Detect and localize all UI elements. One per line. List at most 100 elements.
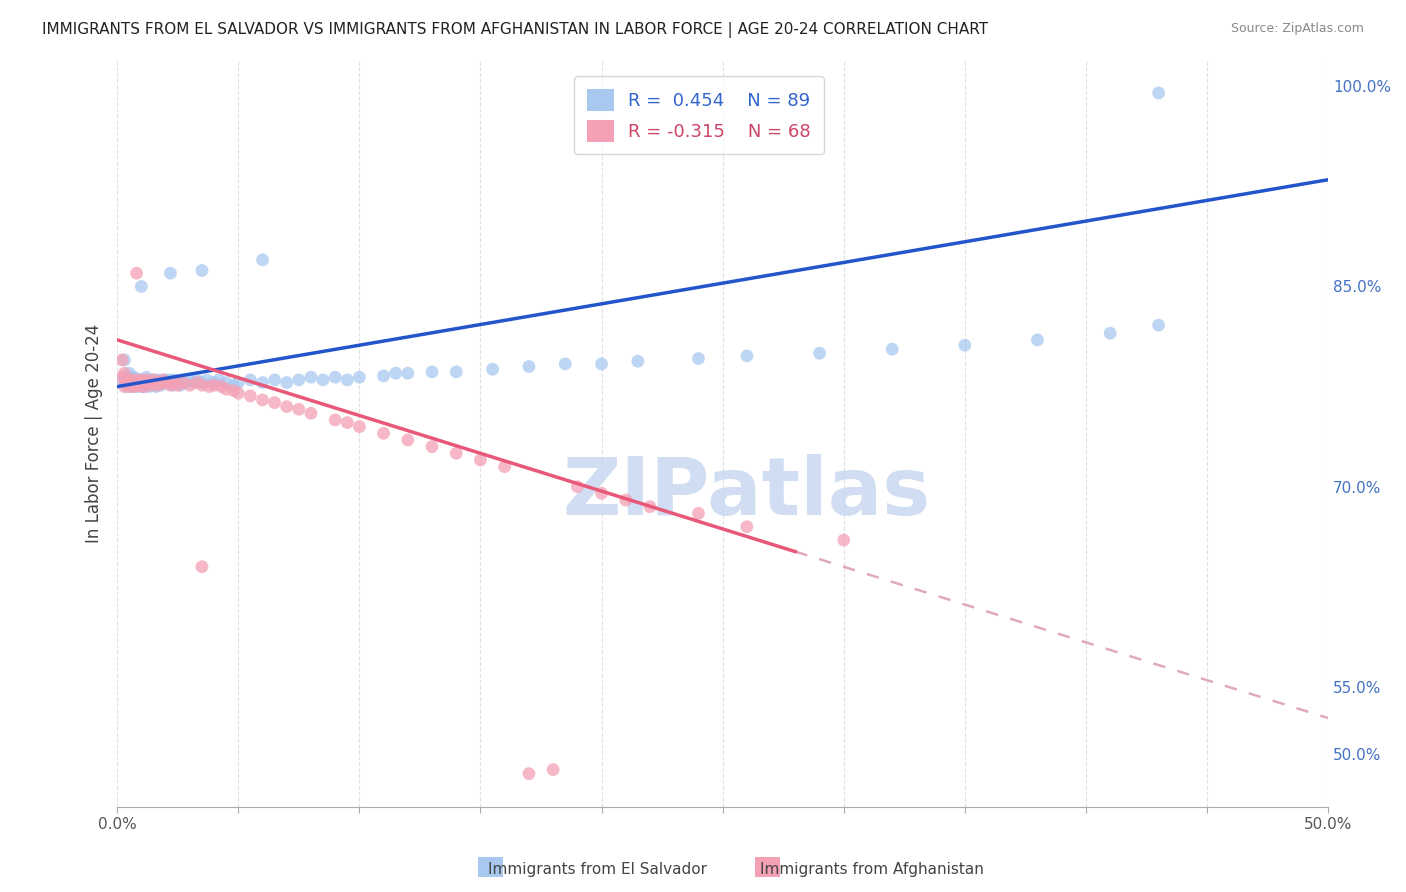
Point [627, 354, 650, 368]
Point [128, 373, 150, 387]
Point [420, 440, 443, 454]
Point [446, 446, 468, 460]
Text: IMMIGRANTS FROM EL SALVADOR VS IMMIGRANTS FROM AFGHANISTAN IN LABOR FORCE | AGE : IMMIGRANTS FROM EL SALVADOR VS IMMIGRANT… [42, 22, 988, 38]
Point [132, 376, 155, 390]
Point [614, 493, 637, 508]
Point [226, 376, 249, 390]
Point [396, 366, 419, 380]
Point [222, 384, 245, 398]
Point [252, 252, 274, 267]
Point [118, 379, 141, 393]
Point [191, 376, 214, 390]
Point [688, 351, 710, 366]
Point [591, 486, 613, 500]
Text: Source: ZipAtlas.com: Source: ZipAtlas.com [1230, 22, 1364, 36]
Point [118, 366, 141, 380]
Point [591, 357, 613, 371]
Point [145, 376, 167, 390]
Point [122, 370, 145, 384]
Point [155, 373, 177, 387]
Point [226, 386, 249, 401]
Point [373, 426, 395, 441]
Point [288, 402, 311, 417]
Point [186, 373, 208, 387]
Point [111, 352, 134, 367]
Point [494, 459, 516, 474]
Point [276, 376, 298, 390]
Point [122, 378, 145, 392]
Point [139, 378, 162, 392]
Point [145, 376, 167, 390]
Point [145, 379, 167, 393]
Point [111, 370, 134, 384]
Point [202, 376, 225, 390]
Point [384, 366, 406, 380]
Point [252, 376, 274, 390]
Point [115, 373, 138, 387]
Point [122, 379, 145, 393]
Point [138, 376, 160, 390]
Point [135, 373, 157, 387]
Point [149, 378, 172, 392]
Point [735, 519, 758, 533]
Point [179, 373, 201, 387]
Point [152, 373, 174, 387]
Point [125, 379, 148, 393]
Point [159, 378, 181, 392]
Point [132, 376, 155, 390]
Point [191, 378, 214, 392]
Point [349, 370, 371, 384]
Point [135, 370, 157, 384]
Y-axis label: In Labor Force | Age 20-24: In Labor Force | Age 20-24 [86, 324, 103, 543]
Point [420, 365, 443, 379]
Point [128, 376, 150, 390]
Point [882, 342, 904, 356]
Point [131, 376, 153, 390]
Text: ZIPatlas: ZIPatlas [562, 454, 931, 533]
Point [239, 389, 262, 403]
Point [554, 357, 576, 371]
Point [263, 373, 285, 387]
Point [125, 378, 148, 392]
Point [191, 559, 214, 574]
Point [198, 379, 221, 393]
Point [121, 376, 143, 390]
Point [111, 373, 134, 387]
Point [114, 373, 136, 387]
Point [174, 376, 197, 390]
Point [121, 373, 143, 387]
Point [567, 480, 589, 494]
Point [202, 378, 225, 392]
Point [114, 366, 136, 380]
Point [336, 416, 359, 430]
Point [115, 379, 138, 393]
Point [122, 376, 145, 390]
Point [808, 346, 831, 360]
Point [132, 379, 155, 393]
Point [149, 376, 172, 390]
Point [252, 392, 274, 407]
Point [323, 413, 346, 427]
Point [149, 376, 172, 390]
Point [131, 379, 153, 393]
Point [688, 507, 710, 521]
Point [114, 379, 136, 393]
Point [155, 376, 177, 390]
Point [121, 370, 143, 384]
Point [152, 373, 174, 387]
Point [121, 379, 143, 393]
Point [215, 382, 238, 396]
Point [131, 373, 153, 387]
Point [541, 763, 564, 777]
Point [121, 378, 143, 392]
Point [1099, 326, 1122, 341]
Point [209, 379, 232, 393]
Point [349, 419, 371, 434]
Point [114, 352, 136, 367]
Point [735, 349, 758, 363]
Text: Immigrants from Afghanistan: Immigrants from Afghanistan [759, 863, 984, 877]
Point [159, 373, 181, 387]
Point [142, 378, 165, 392]
Point [135, 376, 157, 390]
Point [186, 376, 208, 390]
